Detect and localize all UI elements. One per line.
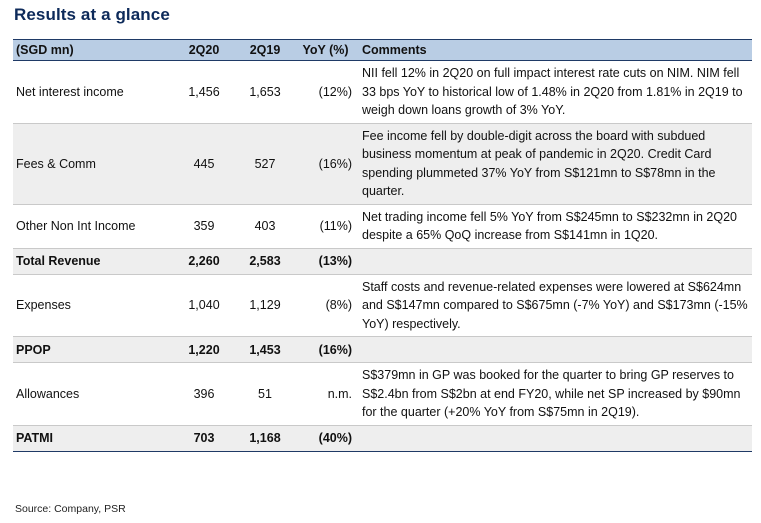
value-2q20: 359 <box>193 219 215 233</box>
row-label: Fees & Comm <box>16 156 96 171</box>
value-2q20: 1,456 <box>188 84 220 99</box>
value-yoy: (12%) <box>318 84 352 99</box>
value-yoy: (16%) <box>318 342 352 357</box>
table-header-row: (SGD mn) 2Q20 2Q19 YoY (%) Comments <box>13 39 752 61</box>
value-2q20: 396 <box>193 386 215 401</box>
header-2q20: 2Q20 <box>188 43 220 57</box>
value-2q19: 1,453 <box>249 342 281 357</box>
value-yoy: n.m. <box>327 386 352 401</box>
row-comment <box>358 337 752 363</box>
value-2q19: 2,583 <box>249 254 281 268</box>
value-2q19: 403 <box>254 219 276 233</box>
value-2q20: 445 <box>193 156 215 171</box>
value-2q20: 1,220 <box>188 342 220 357</box>
table-row: Other Non Int Income 359 403 (11%) Net t… <box>13 204 752 248</box>
value-2q20: 2,260 <box>188 254 220 268</box>
table-row: Expenses 1,040 1,129 (8%) Staff costs an… <box>13 274 752 337</box>
header-yoy: YoY (%) <box>302 43 349 57</box>
value-yoy: (40%) <box>318 431 352 445</box>
row-comment <box>358 425 752 451</box>
row-comment: S$379mn in GP was booked for the quarter… <box>362 368 741 419</box>
value-2q19: 1,129 <box>249 298 281 313</box>
header-sgd-mn: (SGD mn) <box>16 43 74 57</box>
results-table: (SGD mn) 2Q20 2Q19 YoY (%) Comments Net … <box>13 39 752 452</box>
table-row-total-revenue: Total Revenue 2,260 2,583 (13%) <box>13 248 752 274</box>
value-yoy: (8%) <box>325 298 352 313</box>
value-2q20: 703 <box>193 431 215 445</box>
page-title: Results at a glance <box>14 5 170 24</box>
table-row: Allowances 396 51 n.m. S$379mn in GP was… <box>13 363 752 425</box>
header-comments: Comments <box>362 43 427 57</box>
value-yoy: (11%) <box>319 219 352 233</box>
table-row: Fees & Comm 445 527 (16%) Fee income fel… <box>13 123 752 204</box>
table-row-ppop: PPOP 1,220 1,453 (16%) <box>13 336 752 363</box>
value-2q20: 1,040 <box>188 298 220 313</box>
row-label: PATMI <box>16 431 54 445</box>
row-comment: Fee income fell by double-digit across t… <box>362 128 716 199</box>
row-label: Other Non Int Income <box>16 219 136 233</box>
row-comment: Net trading income fell 5% YoY from S$24… <box>362 209 737 243</box>
value-yoy: (16%) <box>318 156 352 171</box>
value-2q19: 1,168 <box>249 431 281 445</box>
row-comment: Staff costs and revenue-related expenses… <box>362 279 748 331</box>
row-comment: NII fell 12% in 2Q20 on full impact inte… <box>362 66 743 117</box>
value-yoy: (13%) <box>318 254 352 268</box>
source-note: Source: Company, PSR <box>15 503 126 515</box>
row-comment <box>358 248 752 274</box>
table-row-patmi: PATMI 703 1,168 (40%) <box>13 425 752 451</box>
row-label: Allowances <box>16 386 80 401</box>
value-2q19: 51 <box>258 386 272 401</box>
row-label: Expenses <box>16 298 71 313</box>
row-label: PPOP <box>16 342 51 357</box>
header-2q19: 2Q19 <box>249 43 281 57</box>
row-label: Net interest income <box>16 84 124 99</box>
value-2q19: 1,653 <box>249 84 281 99</box>
row-label: Total Revenue <box>16 254 101 268</box>
table-row: Net interest income 1,456 1,653 (12%) NI… <box>13 61 752 123</box>
value-2q19: 527 <box>254 156 276 171</box>
